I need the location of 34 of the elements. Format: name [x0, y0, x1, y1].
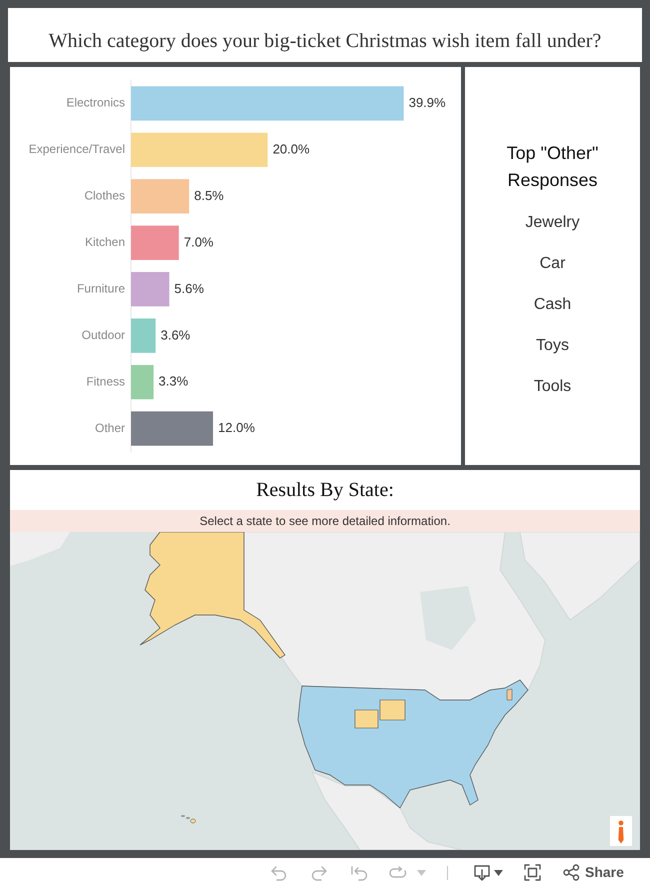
data-label: 12.0% [218, 420, 256, 436]
bar [131, 411, 214, 446]
y-tick-label: Kitchen [84, 235, 125, 250]
bar [131, 318, 156, 353]
y-tick-label: Electronics [66, 96, 125, 110]
y-tick-label: Outdoor [82, 328, 126, 342]
text: Cash [534, 296, 572, 313]
data-label: 3.6% [160, 327, 191, 342]
y-tick-label: Other [94, 420, 125, 435]
text: Results By State: [256, 479, 394, 501]
text: Tools [534, 378, 572, 395]
data-label: 3.3% [158, 374, 189, 389]
bar [131, 226, 179, 260]
text: Car [540, 255, 566, 272]
y-tick-label: Furniture [76, 282, 126, 296]
data-label: 5.6% [174, 280, 204, 296]
text: Share [585, 864, 624, 880]
bar [131, 132, 268, 168]
bar [131, 364, 154, 400]
y-tick-label: Experience/Travel [28, 142, 125, 156]
y-tick-label: Fitness [86, 374, 125, 388]
data-label: 7.0% [184, 234, 214, 250]
text: Jewelry [525, 214, 580, 231]
chart-title: Which category does your big-ticket Christmas wish item fall under? [48, 30, 602, 52]
bar [131, 86, 404, 121]
text: Toys [536, 337, 569, 354]
data-label: 8.5% [194, 188, 224, 203]
y-tick-label: Clothes [84, 188, 125, 203]
data-label: 39.9% [408, 95, 446, 110]
text: Top "Other" Responses [506, 143, 598, 190]
bar [131, 272, 170, 306]
bar [131, 179, 190, 214]
text: Select a state to see more detailed information. [200, 514, 450, 528]
data-label: 20.0% [272, 141, 310, 156]
